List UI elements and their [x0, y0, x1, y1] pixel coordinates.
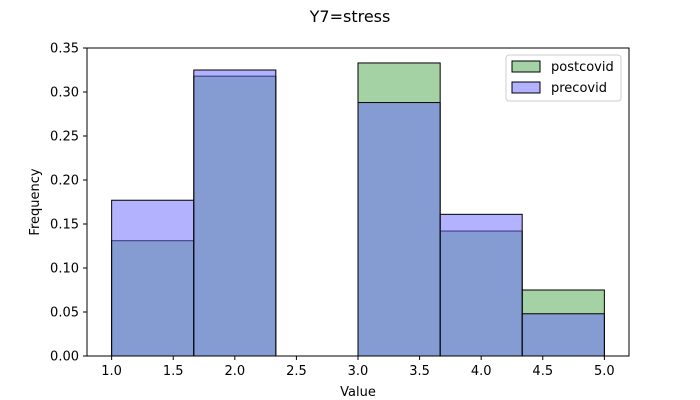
y-tick-label: 0.05 — [50, 306, 79, 321]
x-tick-label: 3.0 — [348, 364, 369, 379]
x-tick-label: 1.0 — [101, 364, 122, 379]
y-tick-label: 0.35 — [50, 42, 79, 57]
y-tick-label: 0.10 — [50, 262, 79, 277]
x-tick-label: 3.5 — [409, 364, 430, 379]
bar-precovid-0 — [111, 199, 195, 357]
legend-label-postcovid: postcovid — [551, 60, 614, 75]
x-axis: 1.0 1.5 2.0 2.5 3.0 3.5 4.0 4.5 5.0 — [101, 356, 615, 379]
x-tick-label: 2.0 — [224, 364, 245, 379]
y-axis-label: Frequency — [28, 168, 43, 235]
x-tick-label: 2.5 — [286, 364, 307, 379]
bar-precovid-3 — [357, 102, 441, 357]
y-axis: 0.00 0.05 0.10 0.15 0.20 0.25 0.30 0.35 — [50, 42, 87, 365]
y-tick-label: 0.25 — [50, 130, 79, 145]
bar-precovid-5 — [521, 313, 605, 357]
bar-precovid-4 — [439, 213, 523, 357]
x-tick-label: 5.0 — [594, 364, 615, 379]
x-tick-label: 4.0 — [471, 364, 492, 379]
y-tick-label: 0.20 — [50, 174, 79, 189]
legend-swatch-postcovid — [511, 60, 541, 73]
chart-title: Y7=stress — [309, 7, 391, 26]
x-tick-label: 1.5 — [163, 364, 184, 379]
bar-precovid-1 — [193, 69, 277, 357]
x-tick-label: 4.5 — [532, 364, 553, 379]
legend: postcovid precovid — [505, 54, 622, 102]
y-tick-label: 0.30 — [50, 86, 79, 101]
x-axis-label: Value — [340, 385, 376, 400]
y-tick-label: 0.15 — [50, 218, 79, 233]
legend-label-precovid: precovid — [551, 81, 607, 96]
bars-group — [111, 62, 605, 357]
y-tick-label: 0.00 — [50, 350, 79, 365]
legend-swatch-precovid — [511, 81, 541, 94]
